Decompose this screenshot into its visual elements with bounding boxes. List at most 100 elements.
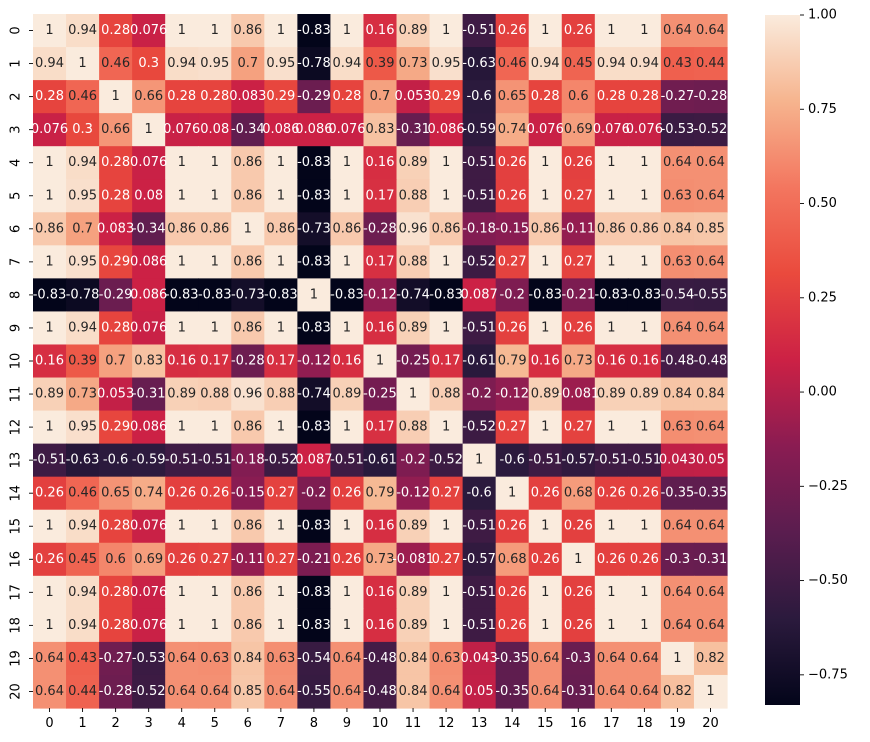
cell-label-r6-c1: 0.7 (72, 221, 93, 236)
x-tick-label-9: 9 (343, 716, 351, 731)
cell-label-r18-c17: 1 (607, 618, 615, 633)
heatmap-cell-r4-c20 (693, 146, 728, 180)
heatmap-cell-r5-c8 (297, 179, 332, 213)
heatmap-cell-r4-c5 (198, 146, 232, 180)
heatmap-cell-r17-c2 (99, 575, 133, 610)
x-tick-label-13: 13 (471, 716, 488, 731)
heatmap-cell-r16-c2 (99, 542, 133, 577)
heatmap-cell-r19-c17 (594, 641, 629, 676)
heatmap-cell-r7-c11 (396, 245, 431, 279)
heatmap-cell-r12-c17 (594, 410, 629, 445)
cell-label-r1-c19: 0.43 (663, 56, 692, 71)
heatmap-cell-r12-c10 (363, 410, 398, 445)
heatmap-cell-r5-c11 (396, 179, 431, 213)
cell-label-r20-c3: -0.52 (132, 684, 166, 699)
cell-label-r20-c16: -0.31 (561, 684, 595, 699)
cell-label-r7-c12: 1 (442, 254, 450, 269)
cell-label-r2-c7: 0.29 (266, 89, 295, 104)
cell-label-r7-c15: 1 (541, 254, 549, 269)
cell-label-r14-c20: -0.35 (694, 486, 728, 501)
cell-label-r7-c9: 1 (343, 254, 351, 269)
heatmap-cell-r16-c15 (528, 542, 563, 577)
cell-label-r16-c17: 0.26 (597, 552, 626, 567)
cell-label-r0-c18: 1 (640, 23, 648, 38)
heatmap-cell-r4-c17 (594, 146, 629, 180)
cell-label-r7-c3: 0.086 (130, 254, 167, 269)
heatmap-cell-r3-c9 (330, 113, 365, 147)
cell-label-r16-c10: 0.73 (366, 552, 395, 567)
heatmap-cell-r11-c16 (561, 377, 596, 412)
cell-label-r10-c12: 0.17 (432, 354, 461, 369)
cell-label-r8-c19: -0.54 (661, 287, 695, 302)
heatmap-cell-r9-c4 (165, 311, 199, 346)
heatmap-cell-r18-c0 (33, 608, 67, 643)
heatmap-cell-r6-c6 (231, 212, 265, 246)
heatmap-cell-r17-c6 (231, 575, 265, 610)
heatmap-cell-r10-c8 (297, 344, 332, 379)
cell-label-r8-c20: -0.55 (694, 287, 728, 302)
heatmap-cell-r2-c16 (561, 80, 596, 114)
heatmap-cell-r9-c1 (66, 311, 100, 346)
heatmap-cell-r13-c10 (363, 443, 398, 478)
cell-label-r9-c2: 0.28 (101, 320, 130, 335)
heatmap-cell-r11-c5 (198, 377, 232, 412)
x-tick-label-7: 7 (277, 716, 285, 731)
cell-label-r6-c2: 0.083 (97, 221, 134, 236)
heatmap-cell-r9-c11 (396, 311, 431, 346)
heatmap-cell-r7-c1 (66, 245, 100, 279)
cell-label-r13-c3: -0.59 (132, 453, 166, 468)
colorbar-ticks: 1.00 0.75 0.50 0.25 0.00 −0.25 −0.50 −0.75 (800, 8, 848, 682)
cell-label-r0-c7: 1 (277, 23, 285, 38)
heatmap-cell-r18-c15 (528, 608, 563, 643)
cell-label-r13-c15: -0.51 (528, 453, 562, 468)
cell-label-r7-c13: -0.52 (462, 254, 496, 269)
cell-label-r3-c6: -0.34 (231, 122, 265, 137)
y-tick-label-6: 6 (9, 225, 24, 233)
heatmap-cell-r19-c2 (99, 641, 133, 676)
heatmap-cell-r6-c0 (33, 212, 67, 246)
cell-label-r2-c16: 0.6 (568, 89, 589, 104)
cell-label-r19-c17: 0.64 (597, 651, 626, 666)
heatmap-cell-r9-c7 (264, 311, 298, 346)
heatmap-cell-r13-c5 (198, 443, 232, 478)
cell-label-r18-c6: 0.86 (233, 618, 262, 633)
cell-label-r15-c9: 1 (343, 519, 351, 534)
heatmap-cell-r19-c19 (660, 641, 695, 676)
cell-label-r2-c20: -0.28 (694, 89, 728, 104)
heatmap-cell-r10-c3 (132, 344, 166, 379)
cell-label-r15-c17: 1 (607, 519, 615, 534)
heatmap-cell-r16-c1 (66, 542, 100, 577)
cell-label-r3-c2: 0.66 (101, 122, 130, 137)
heatmap-cell-r2-c13 (462, 80, 497, 114)
cell-label-r19-c16: -0.3 (566, 651, 591, 666)
cell-label-r11-c7: 0.88 (266, 387, 295, 402)
cell-label-r0-c10: 0.16 (366, 23, 395, 38)
cell-label-r17-c4: 1 (178, 585, 186, 600)
cell-label-r4-c6: 0.86 (233, 155, 262, 170)
cell-label-r14-c10: 0.79 (366, 486, 395, 501)
heatmap-cell-r18-c7 (264, 608, 298, 643)
cell-label-r14-c18: 0.26 (630, 486, 659, 501)
heatmap-cell-r8-c12 (429, 278, 464, 313)
heatmap-cell-r10-c12 (429, 344, 464, 379)
heatmap-cell-r6-c11 (396, 212, 431, 246)
cell-label-r17-c8: -0.83 (297, 585, 331, 600)
cell-label-r18-c2: 0.28 (101, 618, 130, 633)
cell-label-r13-c13: 1 (475, 453, 483, 468)
cell-label-r15-c16: 0.26 (564, 519, 593, 534)
cell-label-r3-c1: 0.3 (72, 122, 93, 137)
heatmap-cell-r13-c3 (132, 443, 166, 478)
heatmap-cell-r6-c19 (660, 212, 695, 246)
cell-label-r1-c18: 0.94 (630, 56, 659, 71)
heatmap-cell-r10-c19 (660, 344, 695, 379)
heatmap-cell-r13-c8 (297, 443, 332, 478)
heatmap-cell-r18-c6 (231, 608, 265, 643)
cell-label-r5-c12: 1 (442, 188, 450, 203)
cell-label-r13-c6: -0.18 (231, 453, 265, 468)
heatmap-cell-r10-c14 (495, 344, 530, 379)
x-tick-label-6: 6 (244, 716, 252, 731)
cell-label-r20-c4: 0.64 (167, 684, 196, 699)
heatmap-cell-r17-c10 (363, 575, 398, 610)
heatmap-cell-r15-c10 (363, 509, 398, 544)
heatmap-cell-r16-c4 (165, 542, 199, 577)
